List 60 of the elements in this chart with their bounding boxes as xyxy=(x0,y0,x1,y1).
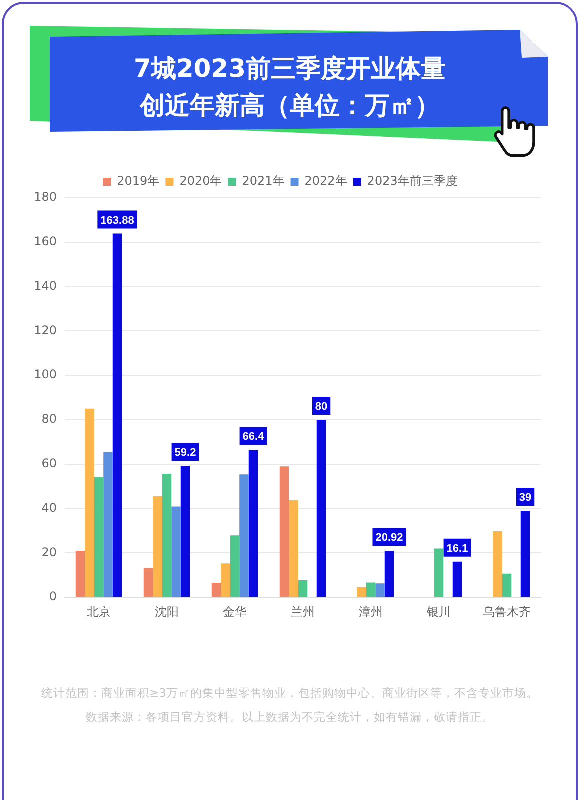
bar xyxy=(104,452,113,598)
x-tick-label: 沈阳 xyxy=(155,604,179,619)
y-tick-label: 140 xyxy=(34,278,57,293)
bar xyxy=(357,587,366,598)
y-tick-label: 160 xyxy=(34,234,57,249)
legend-label: 2023年前三季度 xyxy=(367,174,458,188)
bar xyxy=(434,548,444,598)
bar xyxy=(316,420,326,598)
data-label: 163.88 xyxy=(100,214,134,227)
legend-label: 2019年 xyxy=(117,174,160,188)
data-label: 16.1 xyxy=(446,542,468,555)
bar xyxy=(221,564,230,598)
bar xyxy=(298,580,308,598)
y-tick-label: 20 xyxy=(42,545,57,560)
data-label: 39 xyxy=(519,492,532,504)
bar xyxy=(153,496,162,598)
bar xyxy=(230,536,240,598)
bar xyxy=(289,500,298,598)
y-tick-label: 80 xyxy=(42,412,57,426)
bar xyxy=(112,234,122,598)
x-tick-label: 银川 xyxy=(426,604,451,619)
legend-label: 2021年 xyxy=(242,174,285,188)
bar xyxy=(212,582,222,598)
y-tick-label: 180 xyxy=(34,190,57,204)
bar xyxy=(76,550,86,598)
x-tick-label: 兰州 xyxy=(291,604,315,619)
data-label: 20.92 xyxy=(376,532,404,544)
bar xyxy=(384,551,394,598)
legend-label: 2022年 xyxy=(304,174,348,188)
chart-title: 7城2023前三季度开业体量创近年新高（单位：万㎡） xyxy=(133,53,447,122)
bar xyxy=(493,531,502,598)
bar xyxy=(520,511,530,598)
bar xyxy=(180,466,190,598)
data-label: 80 xyxy=(315,401,328,414)
y-tick-label: 0 xyxy=(49,590,57,604)
y-tick-label: 60 xyxy=(42,456,57,471)
x-tick-label: 乌鲁木齐 xyxy=(483,604,531,619)
text: 统计范围：商业面积≥3万㎡的集中型零售物业，包括购物中心、商业街区等，不含专业市场。 xyxy=(40,685,540,702)
x-tick-label: 北京 xyxy=(87,604,111,619)
bar xyxy=(240,474,249,598)
bar xyxy=(366,582,376,598)
y-tick-label: 100 xyxy=(34,368,57,382)
bar xyxy=(280,466,290,598)
legend-label: 2020年 xyxy=(180,174,222,188)
y-tick-label: 40 xyxy=(42,500,57,515)
bar xyxy=(376,584,385,598)
bar xyxy=(452,562,462,598)
bar xyxy=(94,477,104,598)
bar xyxy=(172,506,181,598)
x-tick-label: 金华 xyxy=(223,604,247,619)
bar xyxy=(85,408,94,598)
data-label: 66.4 xyxy=(242,431,266,444)
bar xyxy=(162,474,172,598)
bar xyxy=(248,450,258,598)
y-tick-label: 120 xyxy=(34,323,57,338)
data-label: 59.2 xyxy=(174,447,196,460)
source-note: 数据来源：各项目官方资料。以上数据为不完全统计，如有错漏，敬请指正。 xyxy=(85,709,495,726)
bar xyxy=(144,568,154,598)
x-tick-label: 漳州 xyxy=(359,604,383,619)
bar xyxy=(502,574,512,598)
